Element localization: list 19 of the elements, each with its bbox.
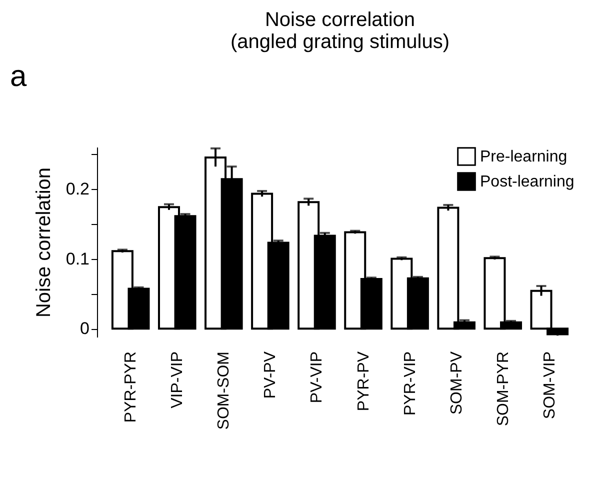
legend-label: Pre-learning <box>480 148 568 166</box>
x-tick-label: SOM-SOM <box>216 352 233 430</box>
text: a <box>10 60 27 93</box>
y-tick-label: 0.2 <box>66 179 90 198</box>
x-tick-label: SOM-PV <box>448 351 466 415</box>
y-axis-title: Noise correlation <box>32 167 55 318</box>
legend-label: Post-learning <box>480 174 574 190</box>
chart-title: Noise correlation <box>264 9 416 31</box>
x-tick-label: PV-VIP <box>308 352 326 404</box>
x-tick-label: PYR-PV <box>355 351 372 412</box>
x-tick-label: SOM-PYR <box>494 352 512 426</box>
x-tick-label: PYR-PYR <box>122 352 140 423</box>
x-tick-label: VIP-VIP <box>169 352 186 408</box>
y-tick-label: 0.1 <box>66 249 90 268</box>
chart-subtitle: (angled grating stimulus) <box>230 31 450 53</box>
y-tick-label: 0 <box>80 319 90 338</box>
x-tick-label: PYR-VIP <box>402 352 419 416</box>
x-tick-label: PV-PV <box>262 351 280 399</box>
x-tick-label: SOM-VIP <box>541 352 558 420</box>
